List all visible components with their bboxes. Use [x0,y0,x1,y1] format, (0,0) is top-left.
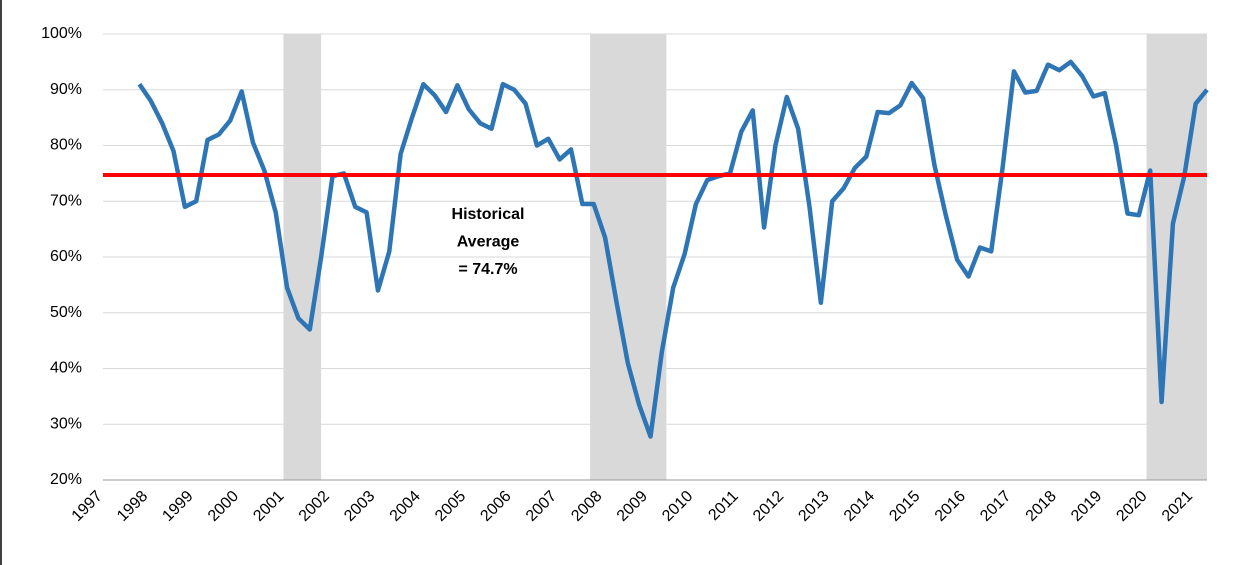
y-tick-label: 80% [50,137,82,154]
line [137,59,1209,439]
x-tick-label: 2017 [977,488,1014,525]
y-tick-label: 70% [50,192,82,209]
y-tick-label: 100% [41,25,82,42]
x-tick-label: 2011 [705,488,741,524]
y-tick-label: 40% [50,360,82,377]
x-tick-label: 2013 [795,488,832,525]
x-tick-label: 2018 [1023,488,1060,525]
y-tick-label: 60% [50,248,82,265]
y-tick-label: 90% [50,81,82,98]
x-tick-label: 2012 [750,488,787,525]
x-tick-label: 2007 [523,488,560,525]
x-tick-label: 2014 [841,488,878,525]
x-tick-label: 2005 [432,488,469,525]
x-tick-label: 2002 [296,488,333,525]
y-tick-label: 50% [50,304,82,321]
x-tick-label: 1997 [69,488,106,525]
x-tick-label: 2010 [659,488,696,525]
x-tick-label: 1998 [114,488,151,525]
x-tick-label: 2020 [1113,488,1150,525]
x-tick-label: 2008 [568,488,605,525]
annotation: Historical [452,206,525,223]
x-tick-label: 2021 [1159,488,1196,525]
x-tick-label: 2006 [477,488,514,525]
y-tick-label: 30% [50,415,82,432]
y-tick-label: 20% [50,471,82,488]
x-tick-label: 2015 [886,488,923,525]
x-tick-label: 2009 [614,488,651,525]
annotation: Average [457,234,520,251]
x-tick-label: 2019 [1068,488,1105,525]
x-tick-label: 1999 [159,488,196,525]
x-tick-label: 2004 [387,488,424,525]
annotation: = 74.7% [458,261,517,278]
x-tick-label: 2003 [341,488,378,525]
x-tick-label: 2000 [205,488,242,525]
x-tick-label: 2016 [932,488,969,525]
x-tick-label: 2001 [250,488,287,525]
